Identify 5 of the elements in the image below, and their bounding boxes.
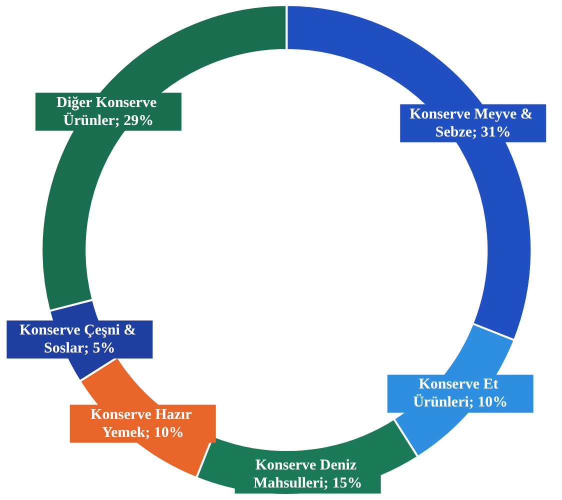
slice-label: Diğer Konserve Ürünler; 29% bbox=[56, 94, 160, 129]
slice-label: Konserve Meyve & Sebze; 31% bbox=[410, 106, 537, 140]
slice-label: Konserve Et Ürünleri; 10% bbox=[413, 376, 508, 411]
slice-label: Konserve Deniz Mahsulleri; 15% bbox=[253, 458, 362, 492]
slice-label: Konserve Hazır Yemek; 10% bbox=[90, 406, 196, 441]
